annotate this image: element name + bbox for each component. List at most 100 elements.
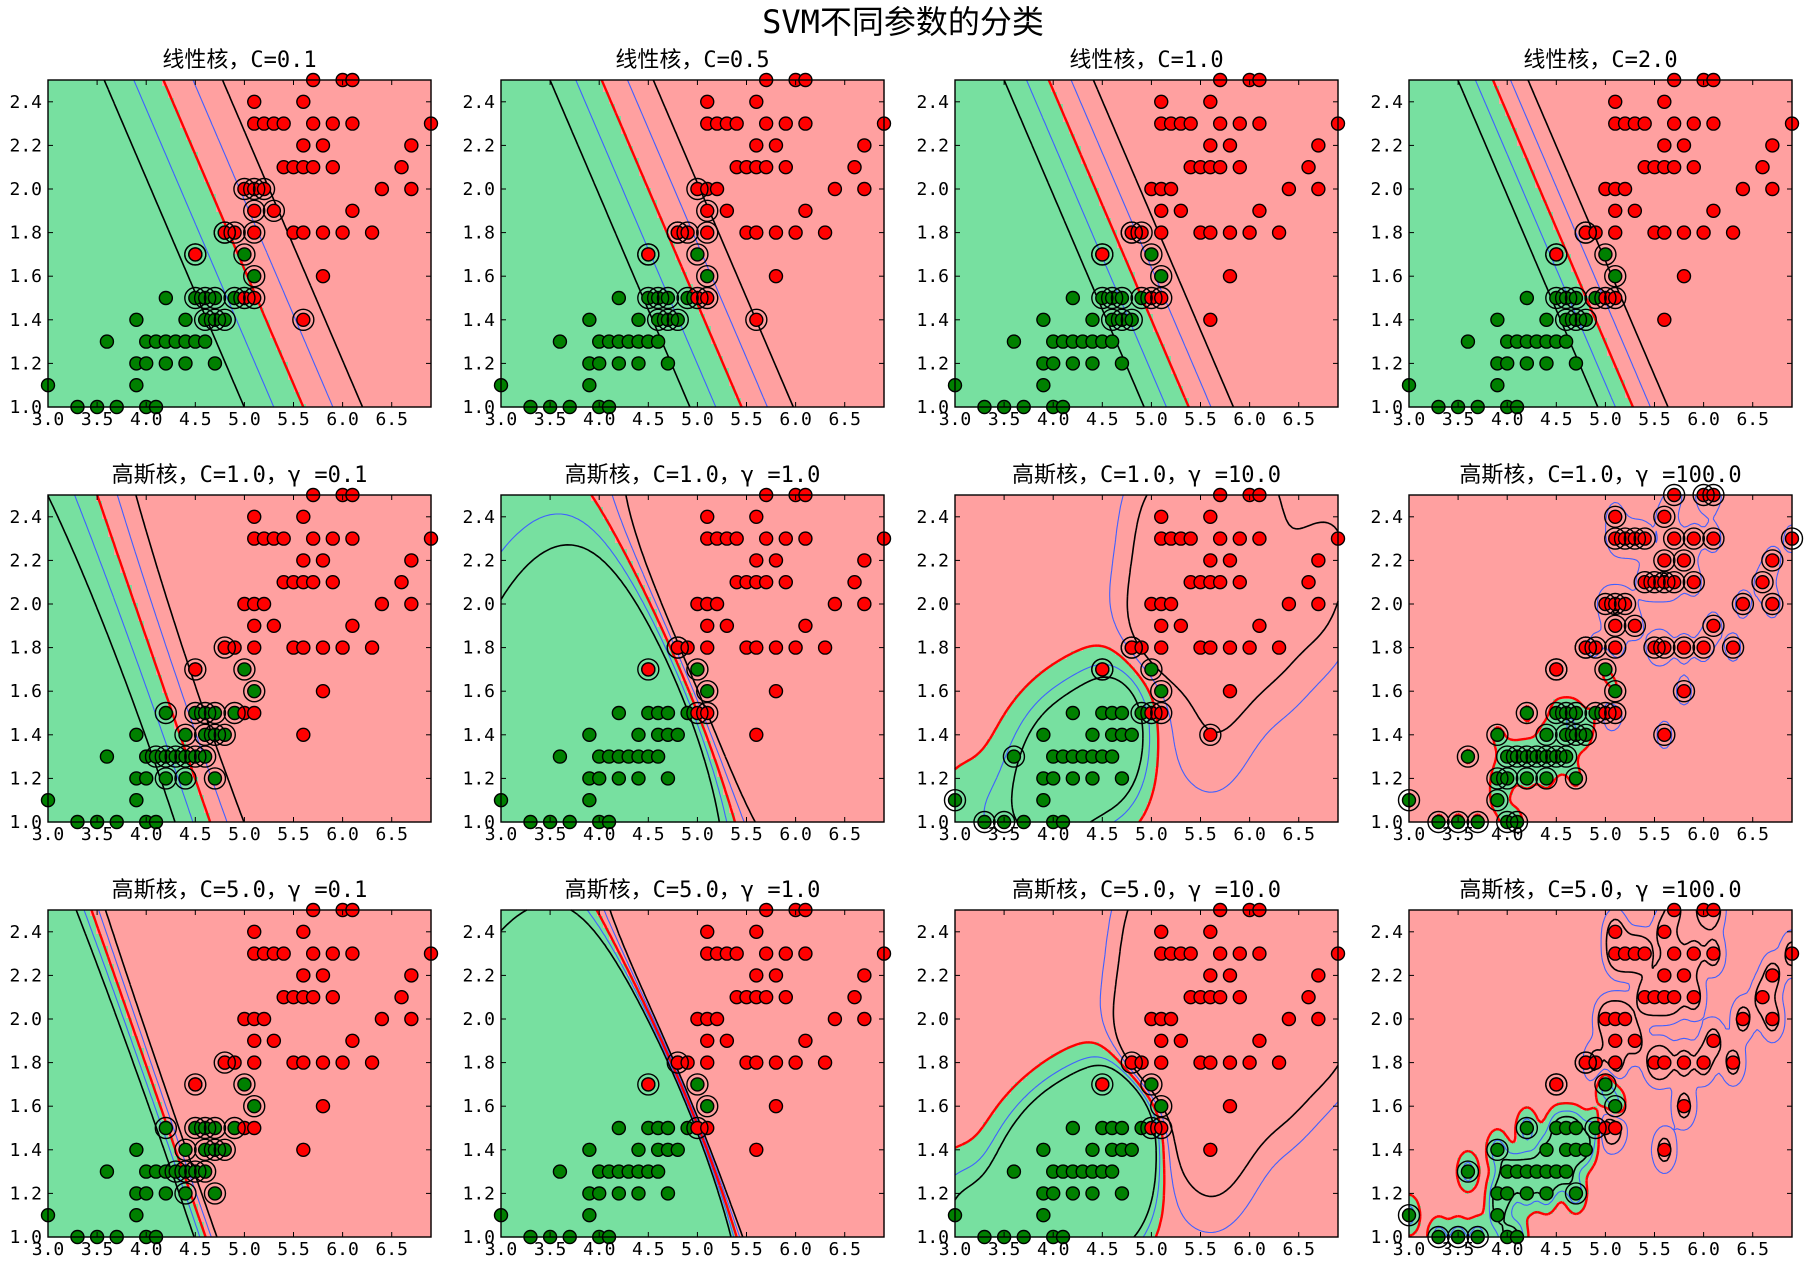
point-class1	[769, 139, 782, 152]
point-class1	[1658, 313, 1671, 326]
point-class0	[1007, 1165, 1020, 1178]
decision-regions	[501, 910, 885, 1238]
point-class1	[819, 226, 832, 239]
point-class1	[1609, 95, 1622, 108]
y-tick-label: 1.4	[1370, 725, 1403, 746]
point-class1	[336, 226, 349, 239]
point-class1	[750, 554, 763, 567]
subplot-svg: 3.0 3.5 4.0 4.5 5.0 5.5 6.0 6.51.01.21.41.61.82…	[0, 455, 443, 862]
x-tick-label: 3.5	[988, 824, 1021, 845]
point-class1	[297, 969, 310, 982]
x-tick-label: 3.5	[534, 409, 567, 430]
point-class1	[1707, 532, 1720, 545]
point-class1	[1736, 598, 1749, 611]
x-tick-label: 4.5	[632, 1239, 665, 1260]
point-class1	[248, 226, 261, 239]
point-class1	[1155, 204, 1168, 217]
x-tick-label: 6.5	[375, 824, 408, 845]
x-tick-label: 5.0	[1135, 824, 1168, 845]
point-class1	[395, 991, 408, 1004]
point-class1	[1677, 270, 1690, 283]
point-class1	[1184, 947, 1197, 960]
point-class1	[1707, 947, 1720, 960]
point-class1	[1214, 947, 1227, 960]
point-class1	[1096, 1078, 1109, 1091]
point-class1	[1609, 1056, 1622, 1069]
point-class0	[159, 357, 172, 370]
y-tick-label: 2.0	[462, 179, 495, 200]
y-tick-label: 2.2	[9, 965, 42, 986]
point-class1	[1312, 139, 1325, 152]
x-tick-label: 3.5	[534, 1239, 567, 1260]
point-class0	[583, 1143, 596, 1156]
x-tick-label: 6.0	[1233, 824, 1266, 845]
y-tick-label: 2.4	[1370, 922, 1403, 943]
point-class1	[1707, 117, 1720, 130]
point-class1	[1155, 1056, 1168, 1069]
point-class1	[1155, 226, 1168, 239]
subplot-svg: 3.0 3.5 4.0 4.5 5.0 5.5 6.0 6.51.01.21.41.61.82…	[907, 455, 1350, 862]
point-class0	[248, 270, 261, 283]
point-class0	[1609, 685, 1622, 698]
point-class1	[799, 204, 812, 217]
point-class1	[760, 991, 773, 1004]
point-class1	[1727, 226, 1740, 239]
point-class1	[1184, 117, 1197, 130]
point-class1	[395, 576, 408, 589]
point-class1	[1687, 576, 1700, 589]
point-class0	[1007, 750, 1020, 763]
y-tick-label: 2.4	[462, 92, 495, 113]
point-class0	[652, 750, 665, 763]
point-class0	[130, 1143, 143, 1156]
point-class1	[1174, 619, 1187, 632]
point-class1	[769, 554, 782, 567]
point-class1	[1727, 1056, 1740, 1069]
point-class1	[1687, 532, 1700, 545]
x-tick-label: 5.5	[277, 409, 310, 430]
point-class0	[1066, 772, 1079, 785]
point-class0	[691, 248, 704, 261]
point-class0	[100, 750, 113, 763]
point-class1	[1766, 183, 1779, 196]
point-class1	[1668, 991, 1681, 1004]
y-tick-label: 2.0	[9, 1009, 42, 1030]
subplot-5: 高斯核，C=1.0，γ =0.1 3.0 3.5 4.0 4.5 5.0 5.5 6.0 6.5…	[0, 455, 443, 862]
y-tick-label: 1.2	[916, 768, 949, 789]
point-class0	[1047, 772, 1060, 785]
point-class1	[189, 1078, 202, 1091]
y-tick-label: 1.8	[462, 638, 495, 659]
point-class0	[199, 335, 212, 348]
point-class1	[1174, 204, 1187, 217]
point-class0	[238, 248, 251, 261]
y-tick-label: 1.0	[1370, 397, 1403, 418]
point-class0	[583, 794, 596, 807]
point-class1	[366, 641, 379, 654]
point-class0	[1115, 357, 1128, 370]
point-class1	[1658, 1056, 1671, 1069]
point-class1	[248, 1056, 261, 1069]
point-class0	[1540, 313, 1553, 326]
x-tick-label: 3.5	[81, 409, 114, 430]
point-class1	[1609, 1122, 1622, 1135]
x-tick-label: 5.5	[730, 824, 763, 845]
point-class1	[1677, 226, 1690, 239]
point-class1	[326, 532, 339, 545]
point-class0	[159, 1122, 172, 1135]
x-tick-label: 3.5	[81, 1239, 114, 1260]
y-tick-label: 1.8	[916, 1053, 949, 1074]
x-tick-label: 4.5	[632, 824, 665, 845]
subplot-7: 高斯核，C=1.0，γ =10.0 3.0 3.5 4.0 4.5 5.0 5.5 6.0 6.…	[907, 455, 1350, 862]
y-tick-label: 2.0	[9, 594, 42, 615]
y-tick-label: 1.0	[462, 812, 495, 833]
point-class1	[1609, 204, 1622, 217]
point-class1	[701, 1056, 714, 1069]
point-class1	[750, 313, 763, 326]
x-tick-label: 6.5	[1736, 409, 1769, 430]
point-class0	[100, 1165, 113, 1178]
point-class1	[1766, 554, 1779, 567]
y-tick-label: 1.4	[462, 310, 495, 331]
point-class1	[326, 161, 339, 174]
x-tick-label: 6.0	[1233, 409, 1266, 430]
x-tick-label: 4.5	[632, 409, 665, 430]
subplot-12: 高斯核，C=5.0，γ =100.0 3.0 3.5 4.0 4.5 5.0 5.5 6.0 6…	[1361, 870, 1804, 1277]
